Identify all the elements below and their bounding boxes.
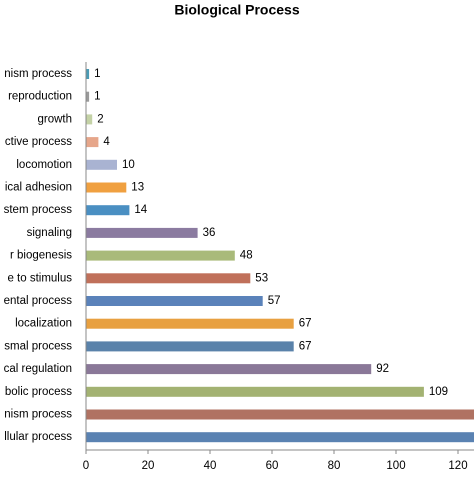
value-label: 92 (376, 363, 389, 375)
value-label: 13 (131, 182, 144, 194)
y-tick-label: localization (15, 318, 72, 330)
value-label: 1 (94, 91, 100, 103)
x-tick-label: 60 (266, 460, 279, 472)
bar (86, 341, 294, 352)
bar (86, 182, 127, 193)
value-label: 67 (299, 318, 312, 330)
y-tick-label: reproduction (8, 91, 72, 103)
bar (86, 318, 294, 329)
y-tick-label: cal regulation (4, 363, 72, 375)
y-tick-label: smal process (4, 340, 72, 352)
bar (86, 296, 263, 306)
bar (86, 227, 198, 238)
y-tick-label: e to stimulus (7, 272, 72, 284)
y-tick-label: growth (37, 113, 72, 125)
value-label: 67 (299, 340, 312, 352)
y-tick-label: nism process (4, 68, 72, 80)
bar (86, 364, 372, 375)
x-tick-label: 0 (83, 460, 89, 472)
y-tick-label: signaling (27, 227, 72, 239)
value-label: 48 (240, 250, 253, 262)
plot-area (86, 69, 474, 443)
x-tick-label: 100 (386, 460, 405, 472)
value-label: 4 (103, 136, 110, 148)
y-tick-label: ical adhesion (5, 182, 72, 194)
y-tick-label: locomotion (16, 159, 72, 171)
bar (86, 205, 130, 216)
y-tick-label: llular process (4, 431, 72, 443)
value-label: 109 (429, 386, 448, 398)
x-tick-label: 120 (448, 460, 467, 472)
bar (86, 432, 474, 443)
value-label: 10 (122, 159, 135, 171)
value-label: 53 (255, 272, 268, 284)
bar (86, 159, 117, 170)
y-tick-label: ental process (4, 295, 73, 307)
bar (86, 250, 235, 261)
bar (86, 386, 424, 397)
value-label: 2 (97, 113, 103, 125)
bar (86, 114, 93, 125)
value-label: 57 (268, 295, 281, 307)
bar (86, 137, 99, 148)
value-label: 14 (134, 204, 147, 216)
y-tick-label: bolic process (5, 386, 72, 398)
y-tick-label: r biogenesis (10, 250, 72, 262)
x-tick-label: 40 (204, 460, 217, 472)
bar (86, 69, 90, 79)
bar (86, 273, 251, 284)
chart-title: Biological Process (174, 2, 299, 18)
y-tick-label: stem process (4, 204, 73, 216)
x-tick-label: 80 (328, 460, 341, 472)
bar (86, 409, 474, 420)
value-label: 1 (94, 68, 100, 80)
x-tick-label: 20 (142, 460, 155, 472)
bar (86, 91, 90, 102)
y-tick-label: nism process (4, 409, 72, 421)
value-label: 36 (203, 227, 216, 239)
y-tick-label: ctive process (5, 136, 72, 148)
